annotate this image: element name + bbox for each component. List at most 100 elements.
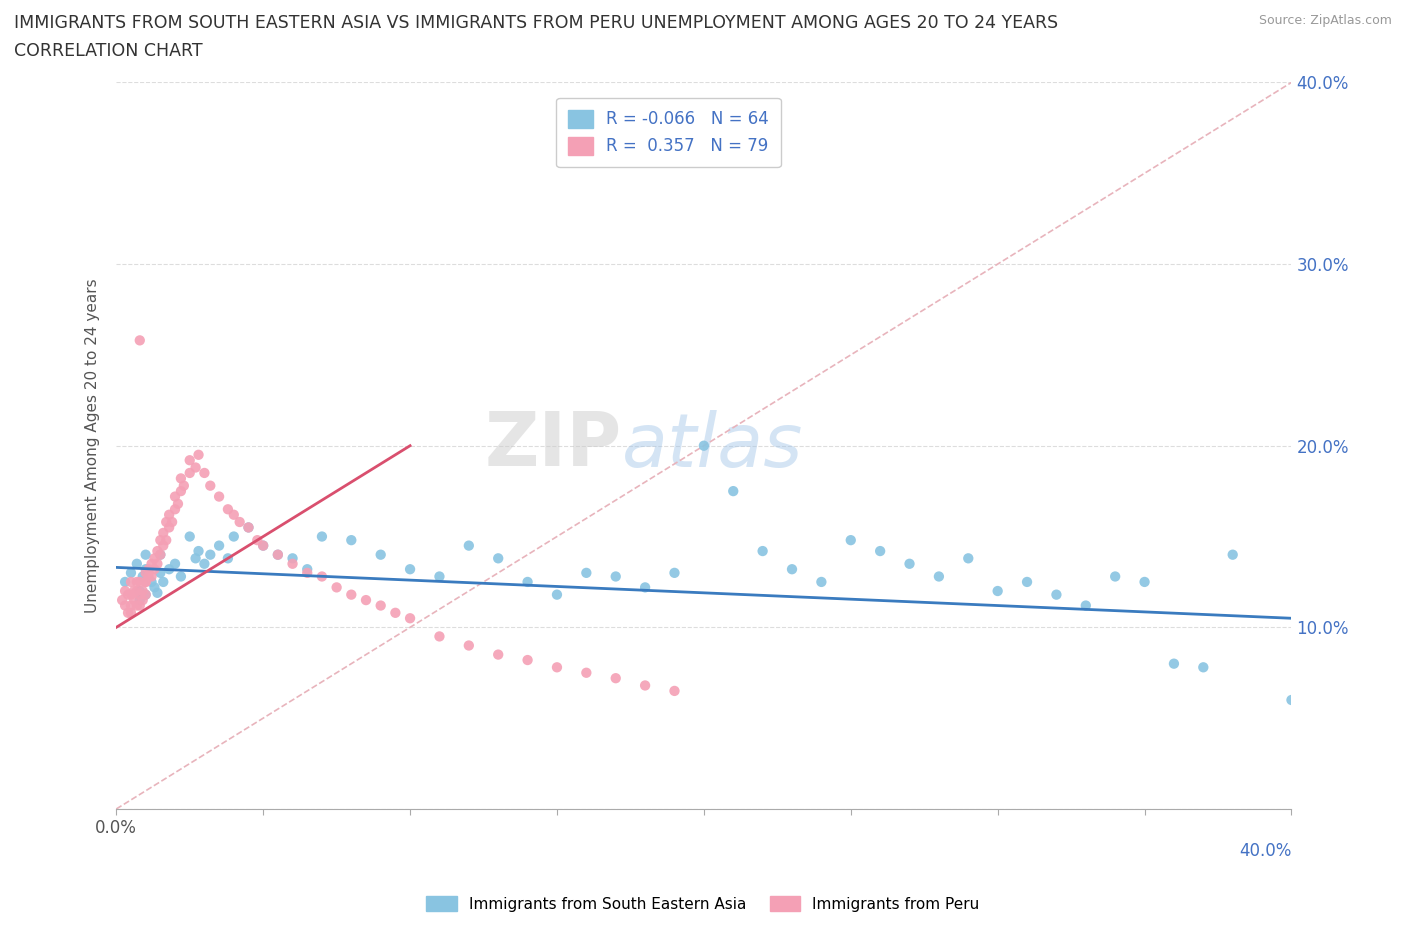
Point	[1074, 598, 1097, 613]
Point	[987, 584, 1010, 599]
Point	[340, 587, 363, 602]
Point	[267, 547, 290, 562]
Point	[122, 584, 145, 599]
Point	[340, 533, 363, 548]
Point	[222, 529, 245, 544]
Point	[605, 569, 627, 584]
Point	[208, 489, 231, 504]
Point	[399, 611, 422, 626]
Point	[187, 544, 209, 559]
Point	[132, 592, 155, 607]
Point	[125, 556, 148, 571]
Point	[163, 489, 186, 504]
Point	[149, 547, 172, 562]
Point	[135, 575, 157, 590]
Point	[486, 647, 509, 662]
Point	[457, 538, 479, 553]
Point	[751, 544, 773, 559]
Point	[146, 556, 169, 571]
Text: CORRELATION CHART: CORRELATION CHART	[14, 42, 202, 60]
Point	[1045, 587, 1067, 602]
Point	[125, 575, 148, 590]
Point	[575, 565, 598, 580]
Point	[135, 562, 157, 577]
Point	[120, 575, 142, 590]
Point	[252, 538, 274, 553]
Point	[157, 507, 180, 522]
Point	[141, 556, 163, 571]
Legend: Immigrants from South Eastern Asia, Immigrants from Peru: Immigrants from South Eastern Asia, Immi…	[420, 889, 986, 918]
Point	[810, 575, 832, 590]
Point	[135, 587, 157, 602]
Point	[132, 569, 155, 584]
Point	[957, 551, 980, 565]
Point	[354, 592, 377, 607]
Point	[135, 575, 157, 590]
Point	[457, 638, 479, 653]
Point	[399, 562, 422, 577]
Point	[128, 592, 150, 607]
Point	[217, 551, 239, 565]
Point	[297, 562, 319, 577]
Point	[163, 556, 186, 571]
Point	[179, 466, 201, 481]
Point	[184, 551, 207, 565]
Point	[370, 598, 392, 613]
Point	[839, 533, 862, 548]
Point	[152, 575, 174, 590]
Point	[193, 556, 215, 571]
Point	[160, 514, 183, 529]
Point	[120, 587, 142, 602]
Point	[238, 520, 260, 535]
Point	[605, 671, 627, 685]
Point	[486, 551, 509, 565]
Point	[208, 538, 231, 553]
Point	[217, 502, 239, 517]
Point	[128, 575, 150, 590]
Point	[311, 529, 333, 544]
Point	[780, 562, 803, 577]
Point	[1281, 693, 1303, 708]
Point	[143, 580, 166, 595]
Point	[200, 547, 222, 562]
Point	[125, 584, 148, 599]
Point	[163, 502, 186, 517]
Point	[1015, 575, 1038, 590]
Point	[516, 575, 538, 590]
Point	[155, 533, 177, 548]
Point	[141, 575, 163, 590]
Point	[267, 547, 290, 562]
Point	[122, 592, 145, 607]
Point	[1133, 575, 1156, 590]
Point	[170, 471, 193, 485]
Point	[370, 547, 392, 562]
Point	[111, 592, 134, 607]
Point	[546, 660, 568, 675]
Point	[325, 580, 347, 595]
Point	[634, 580, 657, 595]
Point	[152, 538, 174, 553]
Point	[149, 533, 172, 548]
Point	[179, 529, 201, 544]
Point	[117, 587, 139, 602]
Point	[114, 575, 136, 590]
Point	[281, 551, 304, 565]
Point	[193, 466, 215, 481]
Point	[149, 547, 172, 562]
Point	[138, 569, 160, 584]
Legend: R = -0.066   N = 64, R =  0.357   N = 79: R = -0.066 N = 64, R = 0.357 N = 79	[557, 98, 780, 167]
Point	[117, 605, 139, 620]
Point	[664, 565, 686, 580]
Y-axis label: Unemployment Among Ages 20 to 24 years: Unemployment Among Ages 20 to 24 years	[86, 278, 100, 613]
Point	[135, 587, 157, 602]
Point	[634, 678, 657, 693]
Point	[575, 665, 598, 680]
Point	[143, 562, 166, 577]
Point	[149, 565, 172, 580]
Point	[311, 569, 333, 584]
Point	[146, 544, 169, 559]
Point	[1163, 657, 1185, 671]
Point	[222, 507, 245, 522]
Point	[1104, 569, 1126, 584]
Point	[128, 598, 150, 613]
